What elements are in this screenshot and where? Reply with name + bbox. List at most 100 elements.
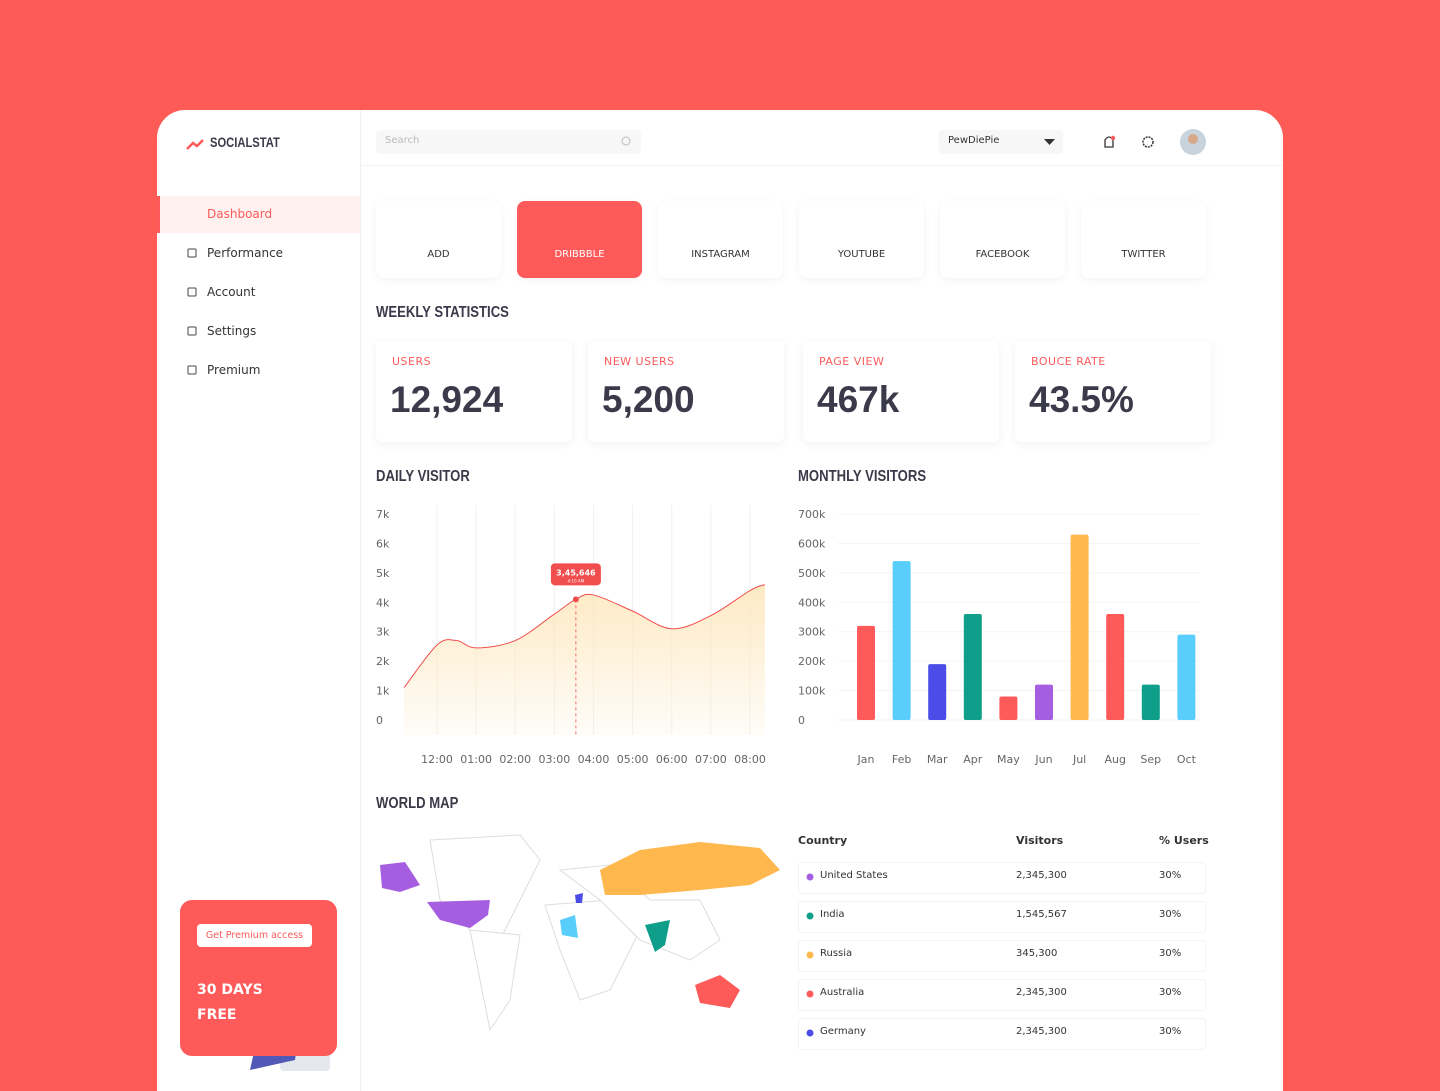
- tooltip-value: 3,45,646: [556, 568, 596, 577]
- nav-item[interactable]: Performance: [207, 246, 284, 260]
- bar: [1035, 684, 1053, 720]
- brand-logo: [186, 139, 204, 150]
- tooltip: [550, 563, 601, 586]
- dropdown-caret[interactable]: [1044, 139, 1055, 145]
- search-icon: [621, 136, 631, 146]
- y-tick-label: 5k: [376, 567, 390, 580]
- table-row: [798, 901, 1206, 933]
- x-tick-label: 08:00: [734, 753, 766, 766]
- platform-label[interactable]: INSTAGRAM: [691, 249, 750, 260]
- y-tick-label: 0: [376, 714, 383, 727]
- country-dot: [806, 1029, 814, 1037]
- table-cell: 2,345,300: [1016, 987, 1067, 998]
- x-tick-label: Feb: [892, 753, 911, 766]
- table-cell: 1,545,567: [1016, 909, 1067, 920]
- table-row: [798, 1018, 1206, 1050]
- bell-dot: [1110, 135, 1116, 141]
- map-country: [600, 842, 780, 895]
- nav-item[interactable]: Premium: [207, 363, 261, 377]
- country-dot: [806, 873, 814, 881]
- map-title: WORLD MAP: [376, 795, 459, 812]
- premium-line: FREE: [197, 1007, 237, 1023]
- y-tick-label: 1k: [376, 685, 390, 698]
- table-cell: 30%: [1159, 948, 1182, 959]
- x-tick-label: Jun: [1034, 753, 1052, 766]
- platform-tile[interactable]: [1081, 201, 1206, 278]
- table-cell: Germany: [820, 1026, 866, 1037]
- bar: [1106, 614, 1125, 720]
- nav-item[interactable]: Account: [207, 285, 256, 299]
- stat-card: [1015, 341, 1211, 442]
- monthly-title: MONTHLY VISITORS: [798, 468, 927, 485]
- map-country: [695, 975, 740, 1008]
- x-tick-label: Sep: [1140, 753, 1161, 766]
- x-tick-label: Jul: [1072, 753, 1086, 766]
- platform-tile[interactable]: [940, 201, 1065, 278]
- stat-value: 43.5%: [1029, 379, 1134, 420]
- stat-value: 12,924: [390, 379, 504, 420]
- x-tick-label: Aug: [1104, 753, 1125, 766]
- platform-tile[interactable]: [376, 201, 501, 278]
- table-cell: 30%: [1159, 1026, 1182, 1037]
- stat-value: 5,200: [602, 379, 695, 420]
- user-select[interactable]: [939, 130, 1063, 154]
- y-tick-label: 3k: [376, 626, 390, 639]
- platform-tile[interactable]: [799, 201, 924, 278]
- premium-button[interactable]: Get Premium access: [197, 924, 312, 947]
- table-row: [798, 940, 1206, 972]
- platform-label[interactable]: ADD: [427, 249, 450, 260]
- daily-title: DAILY VISITOR: [376, 468, 470, 485]
- table-cell: Australia: [820, 987, 865, 998]
- table-header: Visitors: [1016, 834, 1064, 847]
- user-name: PewDiePie: [948, 135, 1000, 146]
- stat-label: PAGE VIEW: [819, 355, 885, 368]
- x-tick-label: Oct: [1177, 753, 1197, 766]
- weekly-title: WEEKLY STATISTICS: [376, 304, 509, 321]
- platform-tile[interactable]: [517, 201, 642, 278]
- platform-label[interactable]: TWITTER: [1121, 249, 1166, 260]
- premium-line: 30 DAYS: [197, 982, 263, 998]
- settings-icon[interactable]: [1142, 136, 1154, 148]
- bar: [1177, 634, 1196, 720]
- search-box[interactable]: [376, 130, 641, 154]
- table-row: [798, 979, 1206, 1011]
- nav-icon: [187, 326, 197, 336]
- x-tick-label: 12:00: [421, 753, 453, 766]
- platform-label[interactable]: DRIBBBLE: [554, 249, 605, 260]
- nav-item[interactable]: Settings: [207, 324, 257, 338]
- platform-label[interactable]: YOUTUBE: [837, 249, 886, 260]
- nav-icon: [187, 287, 197, 297]
- map-country: [427, 900, 490, 928]
- map-country: [645, 920, 670, 952]
- x-tick-label: 07:00: [695, 753, 727, 766]
- nav-item[interactable]: Dashboard: [207, 207, 273, 221]
- stat-card: [588, 341, 784, 442]
- y-tick-label: 0: [798, 714, 805, 727]
- tooltip-time: 4:10 AM: [568, 578, 585, 583]
- platform-tile[interactable]: [658, 201, 783, 278]
- stat-label: USERS: [392, 355, 432, 368]
- bar: [857, 625, 875, 720]
- x-tick-label: 06:00: [656, 753, 688, 766]
- map-country: [380, 862, 420, 892]
- country-dot: [806, 912, 814, 920]
- x-tick-label: Jan: [857, 753, 875, 766]
- bar: [999, 696, 1018, 720]
- y-tick-label: 600k: [798, 537, 826, 550]
- stat-value: 467k: [817, 379, 900, 420]
- country-dot: [806, 951, 814, 959]
- y-tick-label: 200k: [798, 655, 826, 668]
- y-tick-label: 4k: [376, 596, 390, 609]
- nav-active-bar: [157, 196, 160, 233]
- x-tick-label: May: [997, 753, 1020, 766]
- bar: [928, 664, 947, 720]
- bar: [963, 614, 982, 720]
- platform-label[interactable]: FACEBOOK: [975, 249, 1030, 260]
- bar: [892, 561, 911, 720]
- stat-card: [803, 341, 999, 442]
- y-tick-label: 300k: [798, 626, 826, 639]
- table-cell: 345,300: [1016, 948, 1058, 959]
- brand: SOCIALSTAT: [210, 134, 280, 150]
